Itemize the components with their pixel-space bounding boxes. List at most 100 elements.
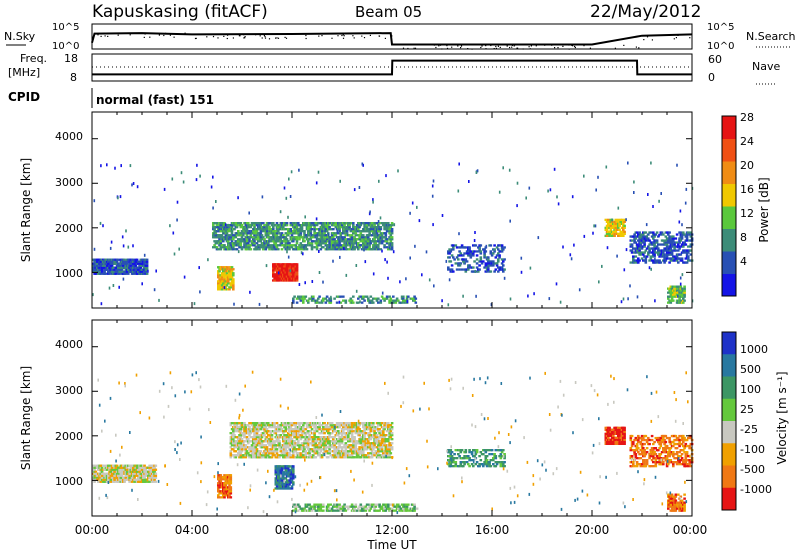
- noise-search-dot: [144, 33, 146, 35]
- heatmap-cell: [633, 233, 636, 236]
- heatmap-cell: [655, 245, 659, 248]
- heatmap-cell: [265, 428, 269, 431]
- heatmap-cell: [667, 233, 670, 236]
- heatmap-cell: [493, 250, 496, 253]
- noise-search-dot: [276, 33, 278, 35]
- heatmap-cell: [340, 428, 344, 431]
- heatmap-cell: [278, 232, 281, 235]
- heatmap-cell: [295, 275, 299, 278]
- heatmap-cell: [372, 428, 375, 431]
- heatmap-cell: [135, 258, 139, 261]
- heatmap-cell: [259, 244, 263, 247]
- heatmap-cell: [274, 248, 278, 251]
- heatmap-cell: [320, 436, 324, 439]
- heatmap-cell: [103, 472, 106, 475]
- heatmap-cell: [355, 264, 358, 267]
- heatmap-cell: [267, 224, 270, 227]
- heatmap-cell: [273, 442, 276, 445]
- heatmap-cell: [310, 299, 314, 302]
- heatmap-cell: [448, 252, 451, 255]
- heatmap-cell: [380, 234, 384, 237]
- heatmap-cell: [262, 246, 265, 249]
- heatmap-cell: [304, 442, 308, 445]
- heatmap-cell: [219, 282, 223, 285]
- noise-search-dot: [305, 37, 307, 40]
- noise-search-dot: [651, 39, 653, 41]
- heatmap-cell: [230, 276, 234, 279]
- heatmap-cell: [380, 238, 384, 241]
- heatmap-cell: [300, 297, 304, 300]
- heatmap-cell: [284, 232, 288, 235]
- heatmap-cell: [642, 233, 645, 236]
- heatmap-cell: [378, 222, 381, 225]
- heatmap-cell: [557, 202, 560, 206]
- heatmap-cell: [298, 283, 301, 286]
- power-ytick-1000: 1000: [55, 267, 83, 280]
- heatmap-cell: [269, 432, 273, 435]
- heatmap-cell: [277, 230, 280, 233]
- heatmap-cell: [233, 434, 236, 437]
- heatmap-cell: [385, 297, 389, 300]
- heatmap-cell: [364, 246, 368, 249]
- heatmap-cell: [322, 242, 325, 245]
- heatmap-cell: [418, 219, 421, 223]
- heatmap-cell: [132, 244, 134, 248]
- heatmap-cell: [253, 434, 256, 437]
- heatmap-cell: [386, 260, 388, 264]
- heatmap-cell: [385, 295, 389, 298]
- heatmap-cell: [253, 224, 256, 227]
- heatmap-cell: [395, 297, 399, 300]
- heatmap-cell: [359, 436, 363, 439]
- heatmap-cell: [238, 426, 241, 429]
- heatmap-cell: [262, 432, 265, 435]
- heatmap-cell: [93, 247, 96, 251]
- heatmap-cell: [260, 442, 264, 445]
- heatmap-cell: [295, 297, 299, 300]
- heatmap-cell: [680, 237, 684, 240]
- heatmap-cell: [620, 218, 624, 221]
- heatmap-cell: [303, 456, 306, 459]
- heatmap-cell: [225, 226, 229, 229]
- heatmap-cell: [120, 474, 124, 477]
- heatmap-cell: [313, 230, 316, 233]
- heatmap-cell: [449, 250, 453, 253]
- heatmap-cell: [364, 454, 368, 457]
- heatmap-cell: [300, 251, 303, 255]
- heatmap-cell: [643, 241, 646, 244]
- noise-search-dot: [530, 45, 532, 47]
- heatmap-cell: [464, 246, 468, 249]
- heatmap-cell: [379, 248, 383, 251]
- noise-search-dot: [165, 32, 167, 34]
- heatmap-cell: [673, 247, 676, 250]
- heatmap-cell: [614, 230, 618, 233]
- heatmap-cell: [332, 246, 335, 249]
- heatmap-cell: [349, 238, 353, 241]
- power-cbar-swatch: [722, 116, 736, 139]
- noise-search-dot: [435, 46, 437, 49]
- heatmap-cell: [680, 257, 684, 260]
- heatmap-cell: [145, 260, 149, 263]
- heatmap-cell: [289, 232, 293, 235]
- heatmap-cell: [295, 430, 299, 433]
- cpid-value: normal (fast) 151: [96, 93, 214, 107]
- heatmap-cell: [454, 262, 458, 265]
- heatmap-cell: [630, 239, 634, 242]
- heatmap-cell: [392, 301, 395, 304]
- heatmap-cell: [304, 440, 308, 443]
- heatmap-cell: [232, 272, 235, 275]
- heatmap-cell: [155, 269, 157, 273]
- power-cbar-tick-24: 24: [740, 135, 754, 148]
- heatmap-cell: [492, 262, 495, 265]
- heatmap-cell: [342, 426, 345, 429]
- heatmap-cell: [133, 266, 136, 269]
- heatmap-cell: [633, 191, 635, 194]
- noise-search-dot: [243, 34, 245, 36]
- heatmap-cell: [670, 251, 674, 254]
- heatmap-cell: [245, 228, 249, 231]
- heatmap-cell: [689, 253, 693, 256]
- heatmap-cell: [675, 233, 679, 236]
- noise-search-dot: [513, 45, 515, 47]
- heatmap-cell: [274, 432, 278, 435]
- heatmap-cell: [295, 240, 299, 243]
- heatmap-cell: [390, 236, 394, 239]
